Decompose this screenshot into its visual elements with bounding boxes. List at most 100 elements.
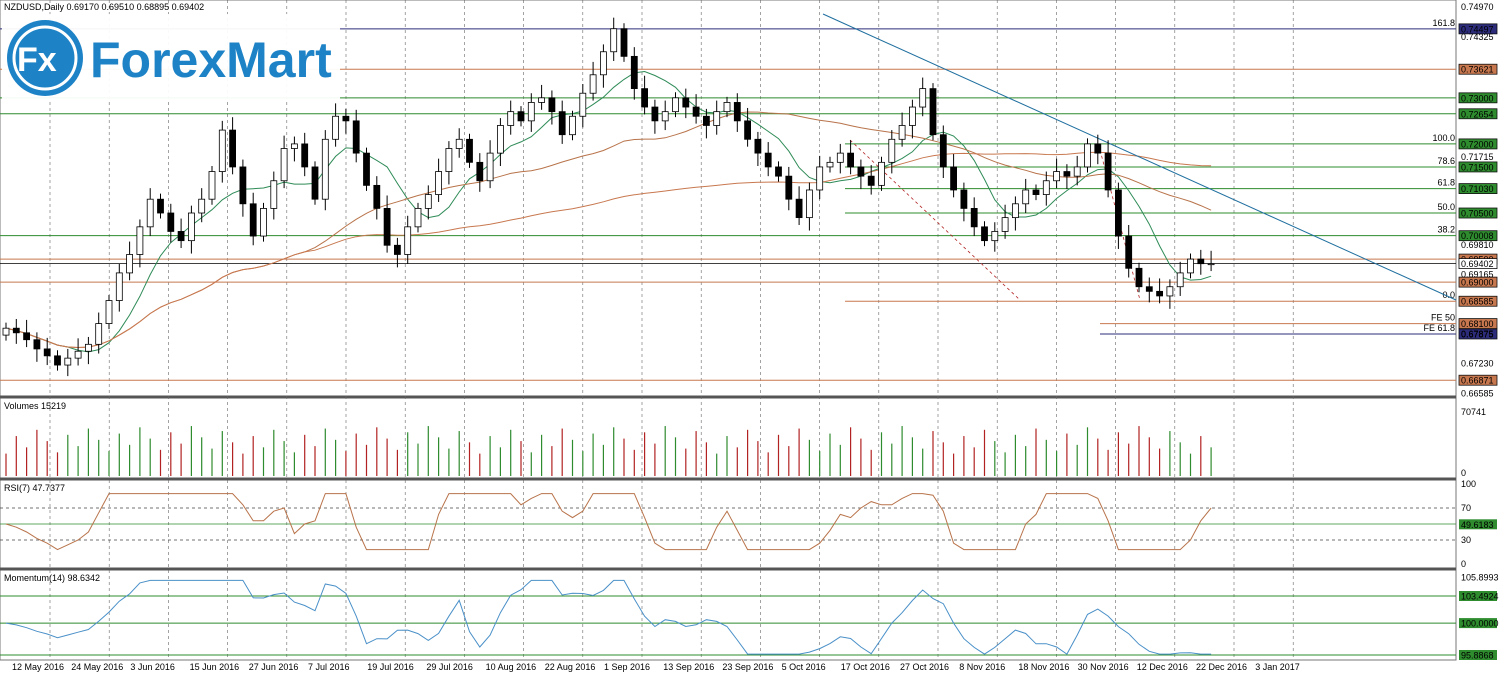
- price-tag-text: 0.69402: [1461, 259, 1494, 269]
- candle-body: [321, 138, 329, 200]
- rsi-panel: 100705030049.6183: [0, 479, 1497, 569]
- candle-body: [455, 138, 463, 149]
- candle-body: [919, 88, 927, 108]
- date-tick-label: 3 Jan 2017: [1255, 662, 1300, 672]
- candle-body: [816, 166, 824, 191]
- moving-average-line: [5, 70, 1212, 353]
- momentum-level-tag: [1459, 649, 1497, 660]
- candle-body: [600, 51, 607, 76]
- candle-body: [23, 332, 31, 341]
- candle-body: [1094, 143, 1102, 154]
- candle-body: [527, 102, 535, 122]
- price-level-tag: 0.72000: [1458, 138, 1498, 149]
- price-tag-text: 0.70500: [1461, 209, 1494, 219]
- candle-body: [1176, 272, 1184, 288]
- price-axis-label: 0.74325: [1461, 32, 1494, 42]
- candle-body: [692, 106, 700, 117]
- price-tag-bg: [1458, 92, 1498, 104]
- price-level-tag: 0.68100: [1458, 318, 1498, 329]
- trend-line: [822, 13, 1457, 301]
- date-tick-label: 27 Oct 2016: [900, 662, 949, 672]
- candle-body: [1042, 180, 1050, 195]
- price-tag-bg: [1458, 230, 1498, 242]
- rsi-axis-label: 0: [1461, 559, 1466, 569]
- fib-level-label: 38.2: [1437, 225, 1455, 235]
- price-tag-bg: [1458, 63, 1498, 75]
- price-tag-text: 0.67875: [1461, 329, 1494, 339]
- candle-body: [373, 184, 381, 209]
- candle-body: [311, 166, 319, 200]
- candle-body: [836, 152, 844, 163]
- price-tag-bg: [1458, 161, 1498, 173]
- candles: [2, 17, 1215, 377]
- candle-body: [342, 115, 350, 122]
- candle-body: [198, 198, 206, 214]
- candle-body: [775, 166, 782, 177]
- candle-body: [1156, 290, 1163, 297]
- candle-body: [363, 152, 370, 186]
- date-tick-label: 12 Dec 2016: [1137, 662, 1188, 672]
- candle-body: [909, 106, 916, 126]
- rsi-current-tag: [1459, 519, 1497, 530]
- momentum-level-text: 103.4924: [1461, 592, 1499, 602]
- price-level-tag: 0.70500: [1458, 207, 1498, 219]
- candle-body: [517, 111, 525, 122]
- fib-level-label: 50.0: [1437, 202, 1455, 212]
- price-axis-label: 0.69165: [1461, 270, 1494, 280]
- momentum-panel: 105.8993 103.4924 100.0000 95.8868: [0, 572, 1499, 660]
- logo-circle-icon: [7, 20, 83, 96]
- price-level-tag: 0.67875: [1458, 328, 1498, 339]
- rsi-axis-label: 70: [1461, 503, 1471, 513]
- date-tick-label: 10 Aug 2016: [486, 662, 537, 672]
- candle-body: [1207, 263, 1215, 266]
- price-level-tag: 0.73000: [1458, 92, 1498, 104]
- candle-body: [404, 226, 412, 255]
- candle-body: [878, 161, 885, 186]
- price-axis: 0.74497 0.73621 0.73000 0.72654 0.72000 0.715…: [1458, 2, 1498, 398]
- price-tag-bg: [1458, 207, 1498, 219]
- price-level-tag: 0.68585: [1458, 295, 1498, 307]
- candle-body: [167, 212, 175, 232]
- candle-body: [249, 203, 257, 237]
- date-tick-label: 8 Nov 2016: [959, 662, 1005, 672]
- candle-body: [939, 134, 947, 168]
- candle-body: [857, 166, 865, 177]
- date-tick-label: 13 Sep 2016: [663, 662, 714, 672]
- candle-body: [383, 208, 391, 246]
- candle-body: [187, 212, 195, 242]
- price-tag-text: 0.68585: [1461, 297, 1494, 307]
- forexmart-logo: Fx ForexMart: [2, 14, 340, 100]
- price-axis-label: 0.67875: [1461, 329, 1494, 339]
- price-level-tag: 0.72654: [1458, 108, 1498, 119]
- candle-body: [1104, 152, 1112, 191]
- date-tick-label: 19 Jul 2016: [367, 662, 414, 672]
- candle-body: [970, 208, 978, 228]
- moving-averages: [5, 70, 1212, 353]
- candle-body: [445, 148, 453, 172]
- candle-body: [496, 125, 504, 154]
- candle-body: [476, 161, 484, 182]
- price-tag-text: 0.68100: [1461, 319, 1494, 329]
- date-axis: 12 May 2016 24 May 2016 3 Jun 2016 15 Jun 2…: [12, 662, 1300, 672]
- date-tick-label: 12 May 2016: [12, 662, 64, 672]
- candle-body: [538, 97, 545, 103]
- candle-body: [589, 74, 597, 94]
- price-tag-text: 0.73621: [1461, 65, 1494, 75]
- candle-body: [682, 97, 690, 108]
- price-tag-bg: [1458, 295, 1498, 307]
- candle-body: [435, 171, 443, 195]
- price-axis-label: 0.69810: [1461, 240, 1494, 250]
- date-tick-label: 30 Nov 2016: [1078, 662, 1129, 672]
- candle-body: [105, 300, 113, 324]
- candle-body: [991, 231, 999, 242]
- candle-body: [867, 175, 875, 186]
- candle-body: [929, 88, 937, 136]
- candle-body: [218, 129, 226, 172]
- volume-title: Volumes 15219: [4, 401, 66, 411]
- candle-body: [661, 111, 669, 122]
- candle-body: [43, 348, 51, 357]
- candle-body: [1073, 166, 1081, 177]
- candle-body: [12, 327, 20, 334]
- price-axis-label: 0.66585: [1461, 388, 1494, 398]
- price-tag-text: 0.71030: [1461, 184, 1494, 194]
